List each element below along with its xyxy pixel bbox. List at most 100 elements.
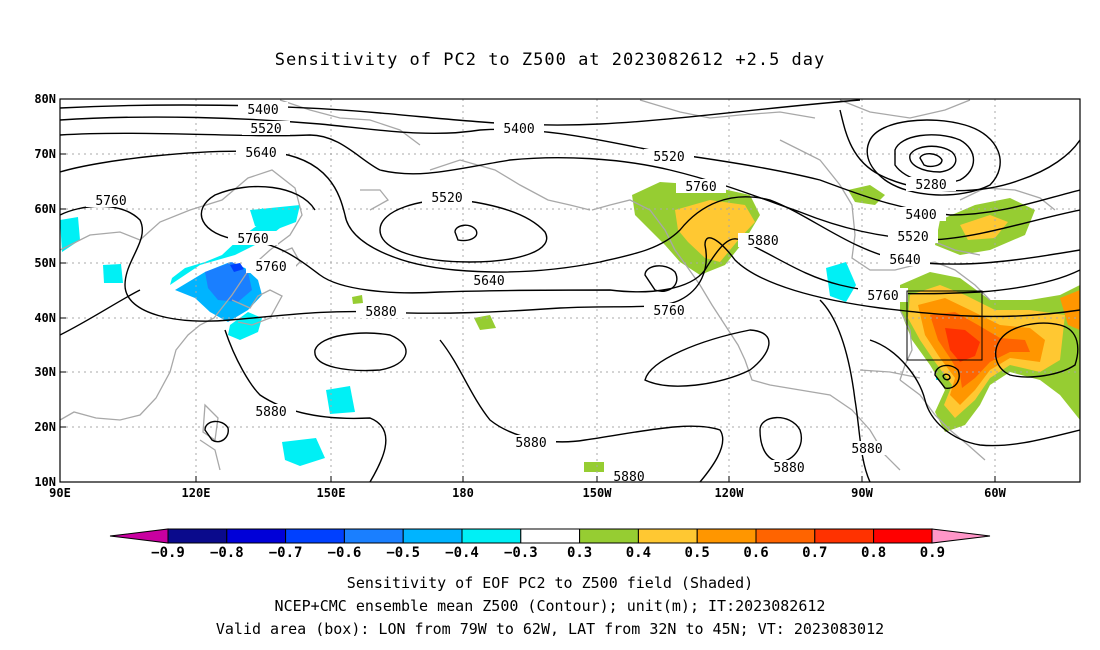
contour-label-5760: 5760 [867,289,898,304]
colorbar: −0.9 −0.8 −0.7 −0.6 −0.5 −0.4 −0.3 0.3 0.4 0.5 0.6… [109,528,991,561]
shaded-field [60,182,1080,472]
colorbar-tick-label: −0.9 [151,545,185,561]
contour-label-5760: 5760 [95,194,126,209]
contour-label-5520: 5520 [897,230,928,245]
lon-tick-label: 150E [317,486,346,500]
footer-line-1: Sensitivity of EOF PC2 to Z500 field (Sh… [346,574,754,592]
contour-label-5880: 5880 [773,461,804,476]
contour-label-5880: 5880 [255,405,286,420]
contour-label-5640: 5640 [889,253,920,268]
colorbar-swatch [814,528,875,544]
longitude-labels: 90E 120E 150E 180 150W 120W 90W 60W [49,486,1006,500]
lat-tick-label: 60N [34,202,56,216]
lat-tick-label: 10N [34,475,56,489]
pos-area-small1 [474,315,496,330]
contour-label-5880: 5880 [515,436,546,451]
colorbar-swatch [343,528,404,544]
contour-label-bg [86,102,956,483]
colorbar-tick-label: 0.8 [861,545,886,561]
colorbar-tick-label: 0.3 [567,545,592,561]
lon-tick-label: 180 [452,486,474,500]
contour-label-5520: 5520 [653,150,684,165]
colorbar-labels: −0.9 −0.8 −0.7 −0.6 −0.5 −0.4 −0.3 0.3 0.4 0.5 0.6… [151,545,945,561]
contour-label-5640: 5640 [473,274,504,289]
lat-tick-label: 50N [34,256,56,270]
colorbar-tick-label: −0.3 [504,545,538,561]
latitude-labels: 80N 70N 60N 50N 40N 30N 20N 10N [34,92,56,489]
lat-tick-label: 30N [34,365,56,379]
colorbar-swatch [520,528,581,544]
colorbar-swatch [167,528,228,544]
grid-lines [60,99,1080,482]
neg-area-japan [170,208,280,285]
neg-area-japan-inner [205,262,252,302]
lon-tick-label: 120E [182,486,211,500]
lat-tick-label: 80N [34,92,56,106]
contour-label-5760: 5760 [255,260,286,275]
colorbar-tick-label: −0.8 [210,545,244,561]
contour-label-5880: 5880 [613,470,644,485]
colorbar-tick-label: −0.6 [328,545,362,561]
contour-label-5520: 5520 [431,191,462,206]
colorbar-tick-label: 0.7 [802,545,827,561]
colorbar-tick-label: 0.4 [626,545,651,561]
colorbar-swatch [579,528,639,544]
lat-tick-label: 40N [34,311,56,325]
contour-label-5760: 5760 [685,180,716,195]
colorbar-tick-label: −0.4 [445,545,479,561]
contour-label-5880: 5880 [365,305,396,320]
colorbar-swatch [873,528,933,544]
colorbar-swatch [755,528,816,544]
lat-tick-label: 70N [34,147,56,161]
pos-area-greenland [848,185,885,205]
lon-tick-label: 90E [49,486,71,500]
colorbar-swatch [461,528,522,544]
lon-tick-label: 150W [583,486,613,500]
contour-label-5760: 5760 [237,232,268,247]
chart-title: Sensitivity of PC2 to Z500 at 2023082612… [274,50,826,70]
colorbar-swatch [226,528,287,544]
footer-line-2: NCEP+CMC ensemble mean Z500 (Contour); u… [274,597,826,615]
colorbar-low-end [109,528,169,544]
colorbar-tick-label: −0.5 [386,545,420,561]
contour-labels: 5400 5400 5520 5640 5520 5520 5760 5760 … [86,102,956,485]
contour-label-5400: 5400 [905,208,936,223]
neg-area-japan-dot [230,263,244,272]
neg-area-pacific [282,438,325,466]
contour-label-5280: 5280 [915,178,946,193]
lon-tick-label: 120W [715,486,745,500]
pos-area-small3 [352,295,363,304]
lat-tick-label: 20N [34,420,56,434]
colorbar-high-end [931,528,991,544]
colorbar-tick-label: 0.9 [920,545,945,561]
contour-label-5400: 5400 [503,122,534,137]
neg-area-west [60,217,80,252]
valid-area-box [906,290,983,361]
pos-area-atl-sp [1060,290,1080,330]
lon-tick-label: 60W [984,486,1006,500]
contour-label-5400: 5400 [247,103,278,118]
colorbar-swatch [402,528,463,544]
neg-area-korea [228,312,262,340]
neg-area-w2 [103,264,123,283]
colorbar-swatch [637,528,698,544]
tick-marks [60,98,996,483]
contour-label-5760: 5760 [653,304,684,319]
neg-area-hudson [826,262,856,302]
map-frame [59,98,1081,483]
pos-area-small2 [584,462,604,472]
neg-area-pacific2 [326,386,355,414]
colorbar-boxes [167,528,933,544]
footer-line-3: Valid area (box): LON from 79W to 62W, L… [215,620,885,638]
contour-label-5520: 5520 [250,122,281,137]
contour-label-5640: 5640 [245,146,276,161]
colorbar-tick-label: 0.5 [685,545,710,561]
contour-label-5880: 5880 [747,234,778,249]
pos-area-east-core [945,328,980,362]
colorbar-swatch [285,528,345,544]
colorbar-tick-label: 0.6 [743,545,768,561]
colorbar-swatch [696,528,757,544]
colorbar-tick-label: −0.7 [269,545,303,561]
neg-area-ns [250,205,300,230]
